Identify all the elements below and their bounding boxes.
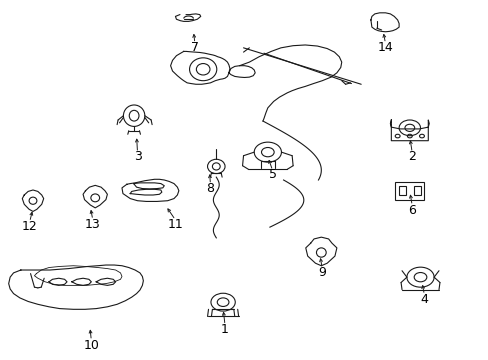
Text: 3: 3 [133,150,141,163]
Text: 6: 6 [407,204,415,217]
Text: 1: 1 [221,323,228,336]
Text: 13: 13 [85,218,101,231]
Text: 11: 11 [167,218,183,231]
Text: 7: 7 [190,41,199,54]
Text: 10: 10 [83,338,99,351]
Text: 9: 9 [318,266,325,279]
Bar [413,186,420,195]
Bar [398,186,405,195]
Text: 12: 12 [21,220,38,233]
Text: 4: 4 [420,293,427,306]
Text: 8: 8 [206,183,214,195]
Text: 5: 5 [268,168,276,181]
Text: 14: 14 [377,41,392,54]
Text: 2: 2 [407,150,415,163]
